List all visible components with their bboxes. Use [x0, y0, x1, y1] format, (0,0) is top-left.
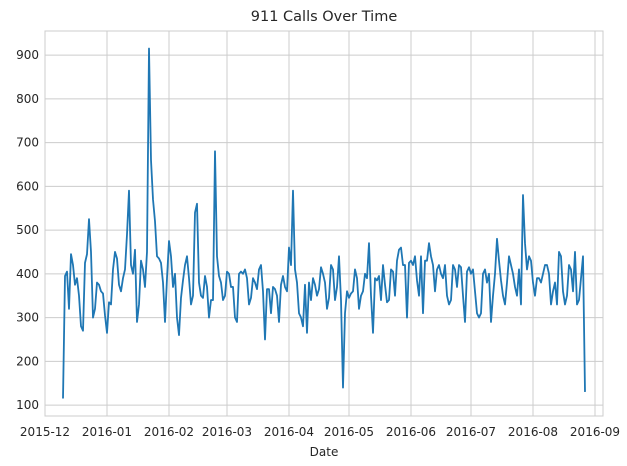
x-tick-label: 2016-03	[202, 425, 252, 439]
chart-title: 911 Calls Over Time	[251, 9, 398, 25]
y-tick-label: 900	[16, 48, 39, 62]
y-tick-label: 400	[16, 267, 39, 281]
y-tick-label: 200	[16, 354, 39, 368]
x-tick-labels: 2015-12 2016-01 2016-02 2016-03 2016-04 2016-…	[20, 425, 620, 439]
x-tick-label: 2016-04	[264, 425, 314, 439]
x-tick-label: 2016-07	[446, 425, 496, 439]
plot-frame	[44, 30, 604, 417]
x-tick-label: 2016-09	[570, 425, 620, 439]
x-tick-label: 2015-12	[20, 425, 70, 439]
x-tick-label: 2016-08	[508, 425, 558, 439]
y-tick-label: 500	[16, 223, 39, 237]
x-axis-label: Date	[310, 445, 339, 459]
y-tick-label: 700	[16, 136, 39, 150]
y-tick-labels: 100 200 300 400 500 600 700 800 900	[16, 48, 39, 412]
y-tick-label: 100	[16, 398, 39, 412]
x-tick-label: 2016-01	[82, 425, 132, 439]
series-line-911-calls	[62, 47, 586, 399]
y-tick-label: 600	[16, 179, 39, 193]
y-tick-label: 800	[16, 92, 39, 106]
y-tick-label: 300	[16, 311, 39, 325]
x-tick-label: 2016-05	[324, 425, 374, 439]
x-tick-label: 2016-06	[386, 425, 436, 439]
x-tick-label: 2016-02	[144, 425, 194, 439]
